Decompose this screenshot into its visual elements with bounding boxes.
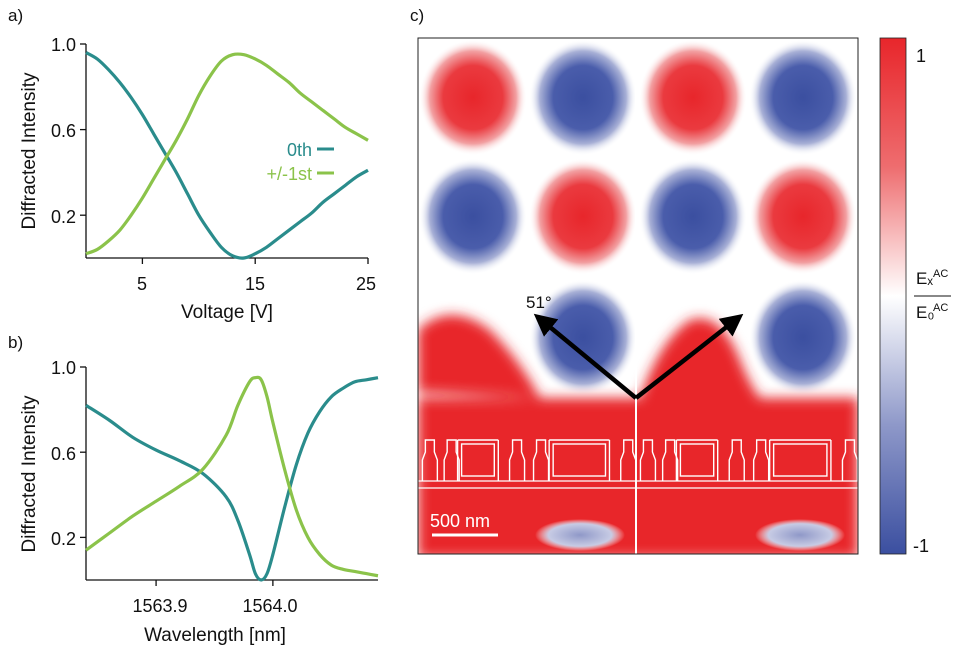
field-lobe-positive xyxy=(529,158,637,275)
colorbar-title: Eₓ AC E₀ AC xyxy=(914,268,951,322)
grating-block xyxy=(679,443,715,477)
grating-block xyxy=(772,443,828,477)
panel-b-x-axis-label: Wavelength [nm] xyxy=(144,625,286,646)
svg-text:AC: AC xyxy=(933,302,948,314)
panel-a-ytick-label: 0.2 xyxy=(51,207,76,227)
panel-c-label: c) xyxy=(410,6,424,25)
grating-pillar xyxy=(841,439,858,481)
panel-b-label: b) xyxy=(8,333,23,352)
panel-b-xtick-label: 1564.0 xyxy=(242,596,297,616)
field-lobe-negative xyxy=(749,39,857,156)
legend-label-first: +/-1st xyxy=(266,164,312,184)
panel-b-y-axis-label: Diffracted Intensity xyxy=(19,395,40,553)
angle-label: 51° xyxy=(526,293,552,312)
field-lobe-negative xyxy=(419,158,527,275)
panel-a-legend: 0th +/-1st xyxy=(266,140,334,184)
grating-pillar xyxy=(421,439,439,481)
field-lobe-positive xyxy=(749,158,857,275)
panel-a-xtick-label: 5 xyxy=(137,274,147,294)
faint-blue-lobe xyxy=(535,519,625,551)
panel-a-ytick-label: 1.0 xyxy=(51,35,76,55)
svg-text:Eₓ: Eₓ xyxy=(916,269,933,288)
panel-a-series-zeroth-line xyxy=(85,51,369,260)
grating-pillar xyxy=(752,439,770,481)
panel-b: b) 1.0 0.6 0.2 1563.9 1564.0 Wavelength … xyxy=(8,333,379,646)
panel-b-ytick-label: 0.2 xyxy=(51,529,76,549)
field-lobe-negative xyxy=(529,279,637,396)
panel-b-series-zeroth-line xyxy=(85,376,379,582)
panel-a-xtick-label: 25 xyxy=(356,274,376,294)
svg-text:E₀: E₀ xyxy=(916,303,934,322)
panel-a-label: a) xyxy=(8,6,23,25)
grating-pillar xyxy=(532,439,550,481)
panel-a-ytick-label: 0.6 xyxy=(51,121,76,141)
panel-a-series-first-line xyxy=(85,52,369,256)
panel-c: c) 500 nm 51° xyxy=(410,6,951,556)
grating-pillar xyxy=(728,439,745,481)
field-map-frame xyxy=(417,37,859,555)
panel-a-xtick-label: 15 xyxy=(245,274,265,294)
grating-block xyxy=(460,443,496,477)
colorbar xyxy=(879,37,907,555)
panel-b-ytick-label: 0.6 xyxy=(51,444,76,464)
diffraction-arrow-right xyxy=(634,313,744,400)
field-map: 500 nm xyxy=(418,38,858,554)
grating-structure xyxy=(421,439,858,481)
panel-a-x-axis-label: Voltage [V] xyxy=(181,302,273,323)
panel-b-series-first-line xyxy=(85,375,379,578)
panel-a: a) 1.0 0.6 0.2 5 15 25 Voltage [V] Diffr… xyxy=(8,6,376,323)
grating-pillar xyxy=(443,439,460,481)
panel-b-xtick-label: 1563.9 xyxy=(132,596,187,616)
scale-bar-label: 500 nm xyxy=(430,511,490,531)
grating-block xyxy=(552,443,607,477)
diffraction-arrow-left xyxy=(533,313,638,400)
field-lobe-negative xyxy=(529,39,637,156)
grating-pillar xyxy=(508,439,526,481)
field-lobe-positive xyxy=(639,39,747,156)
svg-text:AC: AC xyxy=(933,268,948,280)
panel-a-y-axis-label: Diffracted Intensity xyxy=(19,72,40,230)
legend-label-0th: 0th xyxy=(287,140,312,160)
grating-pillar xyxy=(639,439,657,481)
field-lobe-positive xyxy=(419,39,527,156)
faint-blue-lobe xyxy=(755,519,845,551)
field-lobe-negative xyxy=(749,279,857,396)
colorbar-max-label: 1 xyxy=(916,46,926,66)
colorbar-min-label: -1 xyxy=(913,536,929,556)
grating-pillar xyxy=(661,439,679,481)
panel-b-ytick-label: 1.0 xyxy=(51,358,76,378)
field-lobe-negative xyxy=(639,158,747,275)
